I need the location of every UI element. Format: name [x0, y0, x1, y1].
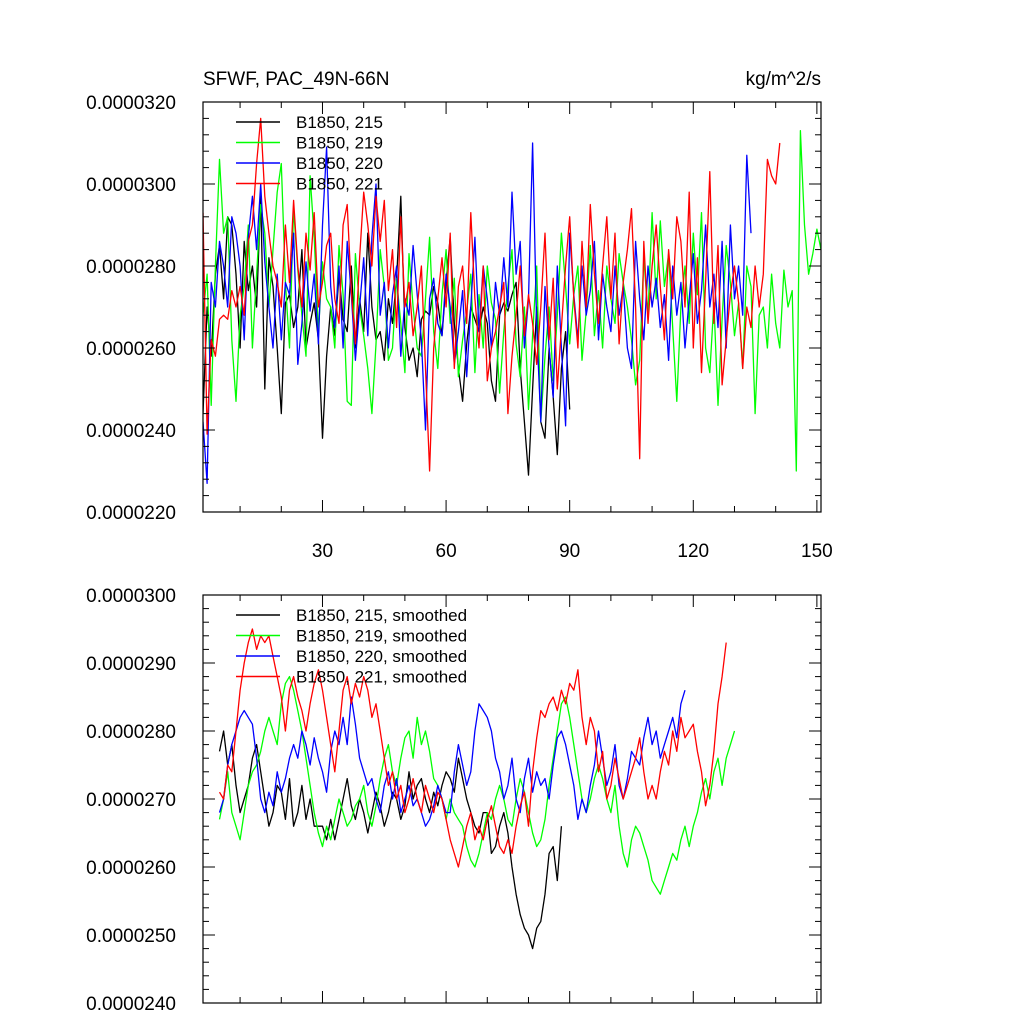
y-tick-label: 0.0000240 [86, 421, 176, 442]
x-tick-label: 30 [312, 541, 333, 562]
legend-label-221: B1850, 221 [296, 175, 383, 194]
legend-label-219: B1850, 219 [296, 134, 383, 153]
series-line-221 [203, 117, 781, 472]
legend-label-215: B1850, 215 [296, 113, 383, 132]
y-tick-label: 0.0000220 [86, 503, 176, 524]
series-line-221 [218, 628, 727, 868]
series-line-220 [203, 142, 752, 484]
y-tick-label: 0.0000280 [86, 722, 176, 743]
legend-label-215: B1850, 215, smoothed [296, 606, 467, 625]
x-tick-label: 60 [436, 541, 457, 562]
plot-frame [202, 101, 822, 513]
series-group [218, 628, 736, 950]
series-line-219 [203, 130, 821, 472]
series-group [203, 117, 821, 484]
x-tick-label: 90 [559, 541, 580, 562]
legend-label-219: B1850, 219, smoothed [296, 627, 467, 646]
series-line-219 [218, 675, 736, 895]
y-tick-label: 0.0000300 [86, 175, 176, 196]
x-tick-label: 150 [801, 541, 833, 562]
legend-label-220: B1850, 220, smoothed [296, 647, 467, 666]
panel-top: 30 60 90 120 150 0.0000220 0.0000240 0.0000260 0… [86, 93, 833, 562]
chart-title: SFWF, PAC_49N-66N [203, 69, 390, 90]
y-tick-label: 0.0000280 [86, 257, 176, 278]
y-tick-label: 0.0000270 [86, 790, 176, 811]
legend: B1850, 215, smoothed B1850, 219, smoothed… [236, 606, 467, 687]
y-tick-label: 0.0000260 [86, 858, 176, 879]
panel-bottom: 0.0000240 0.0000250 0.0000260 0.0000270 0.00… [86, 586, 822, 1015]
legend-label-221: B1850, 221, smoothed [296, 668, 467, 687]
series-line-220 [218, 690, 686, 827]
y-tick-label: 0.0000240 [86, 994, 176, 1015]
y-tick-label: 0.0000300 [86, 586, 176, 607]
legend-label-220: B1850, 220 [296, 154, 383, 173]
x-tick-label: 120 [677, 541, 709, 562]
chart-units: kg/m^2/s [746, 69, 821, 90]
y-tick-label: 0.0000320 [86, 93, 176, 114]
y-tick-label: 0.0000250 [86, 926, 176, 947]
series-line-215 [218, 730, 563, 950]
y-tick-label: 0.0000260 [86, 339, 176, 360]
y-tick-label: 0.0000290 [86, 654, 176, 675]
